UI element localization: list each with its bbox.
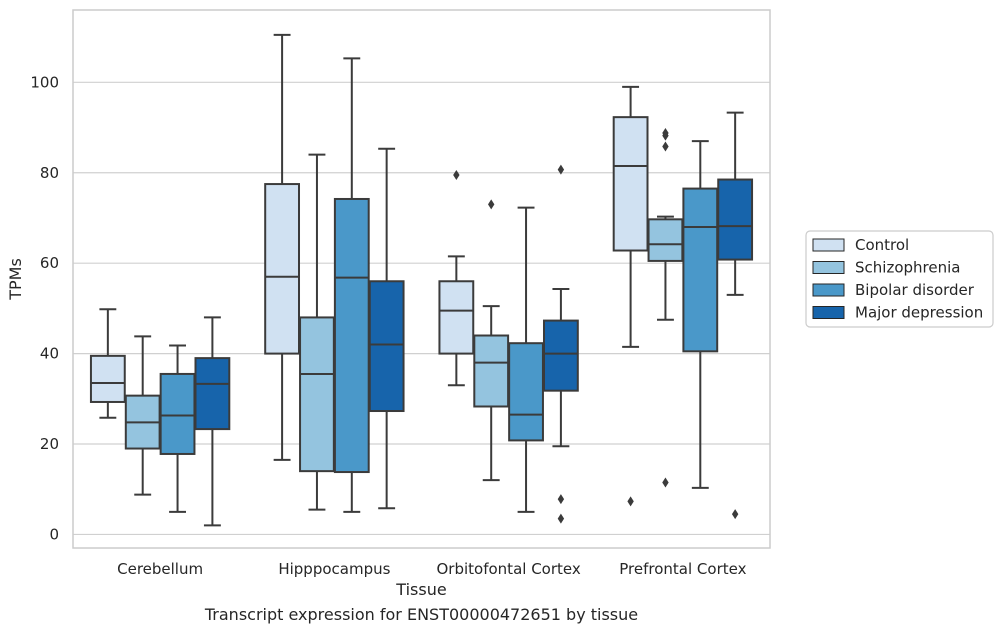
- outlier-point: [662, 141, 669, 152]
- box-series: [89, 33, 754, 527]
- legend-swatch: [812, 306, 845, 319]
- box: [159, 344, 196, 513]
- x-tick-label: Orbitofontal Cortex: [437, 560, 581, 578]
- box: [682, 140, 719, 489]
- box: [508, 206, 544, 513]
- box: [612, 85, 649, 507]
- box: [124, 335, 161, 496]
- outlier-point: [557, 513, 565, 524]
- y-tick-label: 60: [40, 254, 59, 272]
- series-major-depression: [194, 111, 754, 527]
- outlier-point: [557, 494, 565, 505]
- figure-caption: Transcript expression for ENST0000047265…: [204, 605, 639, 624]
- box-body: [89, 354, 126, 403]
- outlier-point: [627, 496, 634, 507]
- legend-swatch: [812, 261, 845, 274]
- legend-item: Major depression: [812, 304, 983, 322]
- box: [473, 199, 510, 482]
- box-body: [368, 280, 405, 413]
- box: [194, 316, 231, 527]
- legend-frame: [805, 230, 994, 328]
- box: [438, 170, 475, 387]
- outlier-point: [488, 199, 495, 210]
- y-tick-label: 20: [40, 435, 59, 453]
- box-body: [647, 218, 684, 262]
- outlier-point: [662, 477, 669, 488]
- legend-item: Bipolar disorder: [812, 281, 975, 299]
- box-body: [508, 342, 544, 442]
- legend-item: Control: [812, 236, 909, 254]
- x-axis-label: Tissue: [395, 580, 446, 599]
- box: [333, 57, 370, 513]
- plot-area-frame: [72, 9, 771, 549]
- y-axis-label: TPMs: [6, 258, 25, 301]
- box: [368, 147, 405, 510]
- series-control: [89, 33, 649, 507]
- box-body: [717, 178, 754, 261]
- box-body: [264, 183, 301, 355]
- series-schizophrenia: [124, 127, 684, 511]
- legend-label: Major depression: [855, 304, 983, 322]
- box-body: [333, 197, 370, 474]
- box-body: [438, 280, 475, 355]
- box: [89, 308, 126, 419]
- box-body: [542, 319, 579, 392]
- box: [717, 111, 754, 520]
- box-body: [299, 316, 335, 473]
- box: [264, 33, 301, 461]
- x-tick-label: Prefrontal Cortex: [619, 560, 746, 578]
- y-axis-ticks: 0 20 40 60 80 100: [30, 73, 59, 543]
- box-body: [612, 116, 649, 252]
- y-tick-label: 80: [40, 164, 59, 182]
- box-body: [473, 334, 510, 408]
- box: [647, 127, 684, 488]
- outlier-point: [662, 127, 669, 138]
- box-body: [194, 357, 231, 431]
- outlier-point: [557, 164, 565, 175]
- y-tick-label: 0: [49, 525, 59, 543]
- x-tick-label: Cerebellum: [117, 560, 203, 578]
- legend-swatch: [812, 238, 845, 252]
- legend-label: Bipolar disorder: [855, 281, 975, 299]
- box-body: [159, 372, 196, 455]
- legend-item: Schizophrenia: [812, 259, 960, 277]
- outlier-point: [453, 170, 460, 181]
- series-bipolar-disorder: [159, 57, 719, 513]
- x-tick-label: Hipppocampus: [278, 560, 390, 578]
- legend-swatch: [812, 283, 845, 297]
- y-tick-label: 40: [40, 345, 59, 363]
- legend: Control Schizophrenia Bipolar disorder Majo…: [805, 230, 994, 328]
- outlier-point: [731, 509, 739, 520]
- legend-label: Schizophrenia: [855, 259, 960, 277]
- box: [542, 164, 579, 524]
- x-axis-ticks: Cerebellum Hipppocampus Orbitofontal Corte…: [117, 560, 746, 578]
- legend-label: Control: [855, 236, 909, 254]
- box: [299, 153, 335, 511]
- box-body: [682, 187, 719, 353]
- y-tick-label: 100: [30, 73, 59, 91]
